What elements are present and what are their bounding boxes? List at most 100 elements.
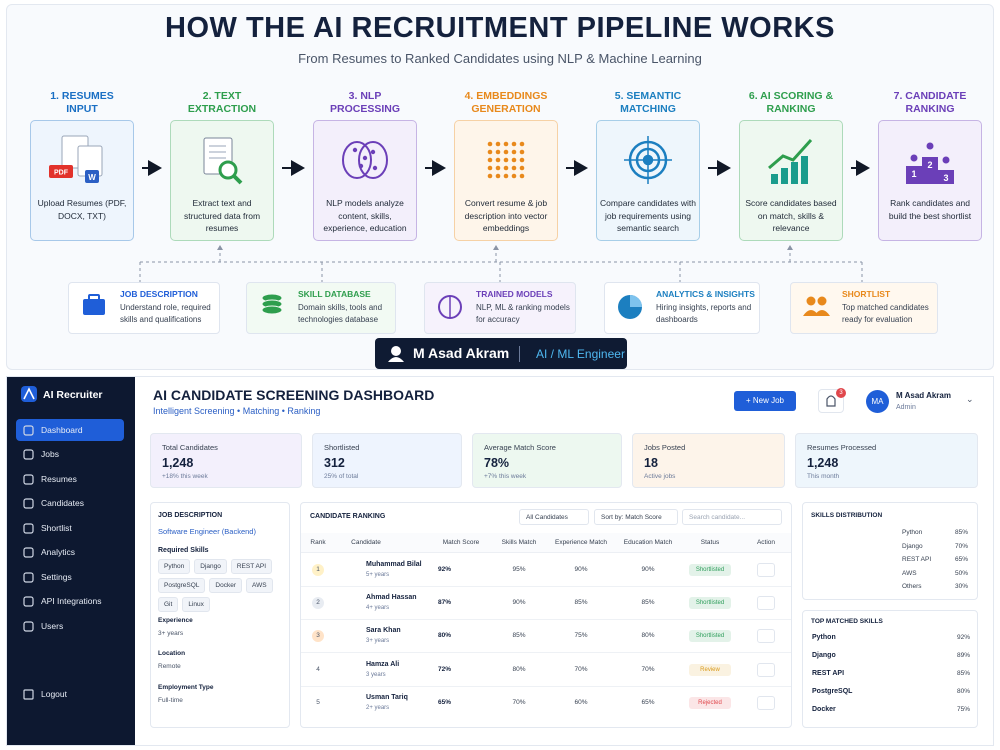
view-button[interactable]	[757, 696, 775, 710]
icon	[503, 141, 509, 147]
icon	[495, 157, 501, 163]
distribution-panel	[802, 502, 978, 600]
icon	[352, 147, 358, 153]
logout[interactable]: Logout	[41, 689, 67, 699]
view-button[interactable]	[757, 663, 775, 677]
user-role: Admin	[896, 404, 916, 411]
icon	[495, 165, 501, 171]
icon	[926, 142, 934, 150]
menu-item[interactable]: Shortlist	[41, 523, 72, 533]
candidate-experience: 4+ years	[366, 605, 390, 611]
menu-item[interactable]: Jobs	[41, 449, 59, 459]
skill-value: 92%	[956, 634, 970, 641]
icon	[519, 141, 525, 147]
status-pill: Rejected	[689, 697, 731, 709]
pipeline-title: HOW THE AI RECRUITMENT PIPELINE WORKS	[165, 12, 835, 44]
skill-chip: AWS	[246, 578, 273, 593]
candidate-experience: 5+ years	[366, 572, 390, 578]
legend-name: REST API	[902, 556, 932, 563]
cell: 60%	[574, 699, 588, 706]
step-text: Upload Resumes (PDF, DOCX, TXT)	[37, 198, 127, 221]
icon	[503, 157, 509, 163]
icon	[391, 346, 401, 356]
icon	[342, 141, 372, 179]
user-avatar[interactable]: MA	[866, 390, 889, 413]
status-pill: Shortlisted	[689, 564, 731, 576]
icon	[358, 141, 388, 179]
brand-name: AI Recruiter	[43, 389, 103, 401]
stat-value: 1,248	[162, 456, 194, 470]
menu-item[interactable]: API Integrations	[41, 596, 102, 606]
resource-title: JOB DESCRIPTION	[120, 289, 198, 299]
detail-label: Experience	[158, 617, 193, 624]
column-header: Candidate	[351, 539, 381, 546]
candidate-name: Hamza Ali	[366, 661, 400, 668]
icon	[88, 294, 100, 301]
match-label: 65%	[438, 699, 452, 706]
icon-label: PDF	[54, 170, 69, 177]
menu-item[interactable]: Resumes	[41, 474, 77, 484]
icon	[487, 149, 493, 155]
step-text: Convert resume & job description into ve…	[464, 198, 548, 233]
author-role: AI / ML Engineer	[536, 347, 625, 361]
icon	[781, 168, 788, 184]
match-label: 92%	[438, 566, 452, 573]
user-menu-caret[interactable]: ⌄	[966, 394, 974, 404]
column-header: Status	[700, 539, 720, 546]
menu-item[interactable]: Analytics	[41, 547, 76, 557]
icon	[519, 149, 525, 155]
menu-icon	[23, 425, 34, 436]
cell: 95%	[512, 566, 526, 573]
stat-note: +18% this week	[162, 473, 208, 480]
stat-label: Total Candidates	[162, 443, 218, 452]
menu-item[interactable]: Dashboard	[41, 425, 83, 435]
job-panel	[150, 502, 290, 728]
match-label: 72%	[438, 666, 452, 673]
view-button[interactable]	[757, 563, 775, 577]
cell: 90%	[574, 566, 588, 573]
step-title: 4. EMBEDDINGS GENERATION	[464, 90, 548, 115]
status-pill: Review	[689, 664, 731, 676]
cell: 90%	[512, 599, 526, 606]
filter-select[interactable]: All Candidates	[519, 509, 589, 525]
icon	[503, 173, 509, 179]
match-label: 80%	[438, 632, 452, 639]
stat-card	[795, 433, 978, 488]
menu-item[interactable]: Candidates	[41, 498, 85, 508]
sort-select[interactable]: Sort by: Match Score	[594, 509, 678, 525]
brand-logo-mark	[23, 387, 35, 400]
search-input[interactable]: Search candidate...	[682, 509, 782, 525]
step-card	[313, 120, 417, 241]
stat-note: Active jobs	[644, 473, 676, 480]
new-job-button[interactable]: + New Job	[734, 391, 796, 411]
step-title: 6. AI SCORING & RANKING	[748, 90, 834, 115]
icon	[49, 165, 73, 178]
skill-value: 89%	[956, 652, 970, 659]
stat-card	[312, 433, 462, 488]
view-button[interactable]	[757, 629, 775, 643]
stat-card	[150, 433, 302, 488]
menu-icon	[23, 449, 34, 460]
dashboard-subtitle: Intelligent Screening • Matching • Ranki…	[153, 406, 321, 416]
bell-icon	[826, 395, 836, 407]
skill-name: Docker	[812, 706, 836, 713]
icon-label: 2	[927, 160, 932, 170]
stat-label: Resumes Processed	[807, 443, 877, 452]
column-header: Education Match	[623, 539, 673, 546]
rank: 3	[312, 630, 324, 642]
icon-label: W	[88, 173, 96, 182]
rank: 1	[312, 564, 324, 576]
icon	[801, 156, 808, 184]
author-pill	[375, 338, 627, 369]
menu-item[interactable]: Users	[41, 621, 64, 631]
menu-item[interactable]: Settings	[41, 572, 72, 582]
menu-icon	[23, 547, 34, 558]
skills-label: Required Skills	[158, 547, 209, 554]
icon	[906, 166, 922, 184]
legend-name: Others	[902, 583, 922, 590]
view-button[interactable]	[757, 596, 775, 610]
skill-chip: REST API	[230, 559, 273, 574]
resource-text: Top matched candidates ready for evaluat…	[842, 303, 929, 324]
detail-label: Location	[158, 650, 186, 657]
